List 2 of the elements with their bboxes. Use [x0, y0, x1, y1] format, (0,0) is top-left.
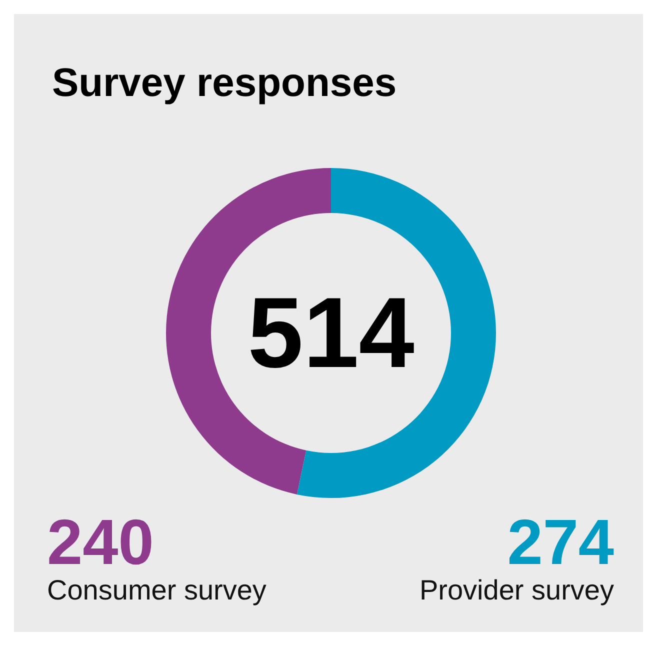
text: 514 [248, 277, 415, 389]
chart-title: Survey responses [52, 61, 397, 105]
